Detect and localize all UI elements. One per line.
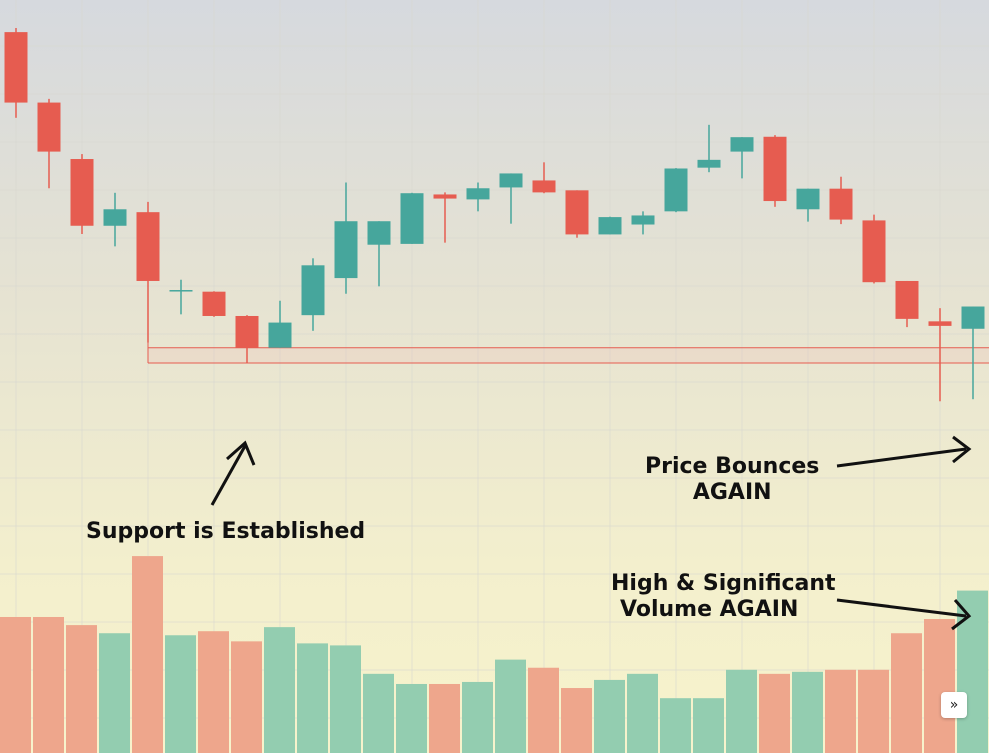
candle-body <box>598 217 622 235</box>
volume-bar <box>759 673 790 753</box>
candle-body <box>565 190 589 235</box>
volume-bar <box>792 671 823 753</box>
candle-body <box>202 291 226 316</box>
candle-body <box>334 221 358 279</box>
candle-body <box>829 188 853 220</box>
volume-bar <box>66 625 97 753</box>
candle-body <box>268 322 292 348</box>
candle-body <box>631 215 655 225</box>
candle-body <box>37 102 61 152</box>
candle-body <box>961 306 985 329</box>
volume-bar <box>264 627 295 753</box>
candle-body <box>664 168 688 212</box>
candle-body <box>928 321 952 326</box>
candle-body <box>499 173 523 188</box>
volume-bar <box>330 645 361 753</box>
candle-body <box>103 209 127 226</box>
volume-bar <box>165 635 196 753</box>
volume-bar <box>363 673 394 753</box>
volume-bar <box>0 616 31 753</box>
price-bounce-line2: AGAIN <box>692 480 772 505</box>
volume-bar <box>33 616 64 753</box>
candle-body <box>532 180 556 193</box>
volume-bar <box>858 669 889 753</box>
volume-bar <box>561 688 592 753</box>
candle-body <box>367 221 391 245</box>
candle-body <box>730 137 754 152</box>
double-chevron-right-icon: » <box>949 697 959 713</box>
candle-body <box>697 159 721 168</box>
volume-annotation-line1: High & Significant <box>611 571 836 596</box>
volume-bar <box>528 667 559 753</box>
candle-body <box>70 159 94 226</box>
volume-bar <box>957 590 988 753</box>
volume-bar <box>462 681 493 753</box>
price-bounce-line1: Price Bounces <box>645 454 820 479</box>
support-zone <box>148 347 989 363</box>
volume-bar <box>726 669 757 753</box>
volume-arrowhead <box>951 599 972 631</box>
candle-body <box>763 136 787 202</box>
volume-arrow <box>836 598 967 618</box>
support-arrowhead <box>226 440 256 466</box>
candle-body <box>235 315 259 348</box>
price-bounce-annotation: Price Bounces AGAIN <box>645 454 819 506</box>
volume-bar <box>627 673 658 753</box>
volume-bar <box>99 633 130 753</box>
candle-body <box>862 220 886 283</box>
candle-body <box>433 194 457 199</box>
volume-bar <box>924 619 955 753</box>
volume-bar <box>693 698 724 753</box>
volume-bar <box>891 633 922 753</box>
support-arrow <box>210 445 247 506</box>
candle-body <box>796 188 820 210</box>
volume-bar <box>594 679 625 753</box>
volume-bar <box>495 659 526 753</box>
support-annotation: Support is Established <box>86 519 366 544</box>
candle-body <box>400 193 424 244</box>
candle-body <box>466 188 490 200</box>
scroll-to-latest-button[interactable]: » <box>941 692 967 718</box>
volume-bar <box>297 643 328 753</box>
volume-bar <box>231 641 262 753</box>
price-bounce-arrowhead <box>952 435 972 464</box>
volume-annotation: High & Significant Volume AGAIN <box>611 571 836 623</box>
volume-annotation-line2: Volume AGAIN <box>620 597 799 622</box>
candle-body <box>136 212 160 281</box>
volume-bar <box>825 669 856 753</box>
volume-bar <box>660 698 691 753</box>
candle-body <box>895 280 919 319</box>
candle-body <box>301 265 325 316</box>
candle-body <box>4 32 28 103</box>
price-bounce-arrow <box>836 447 967 468</box>
volume-bar <box>198 631 229 753</box>
volume-bar <box>132 556 163 753</box>
volume-bar <box>396 683 427 753</box>
candle-body <box>169 290 193 292</box>
volume-bar <box>429 683 460 753</box>
